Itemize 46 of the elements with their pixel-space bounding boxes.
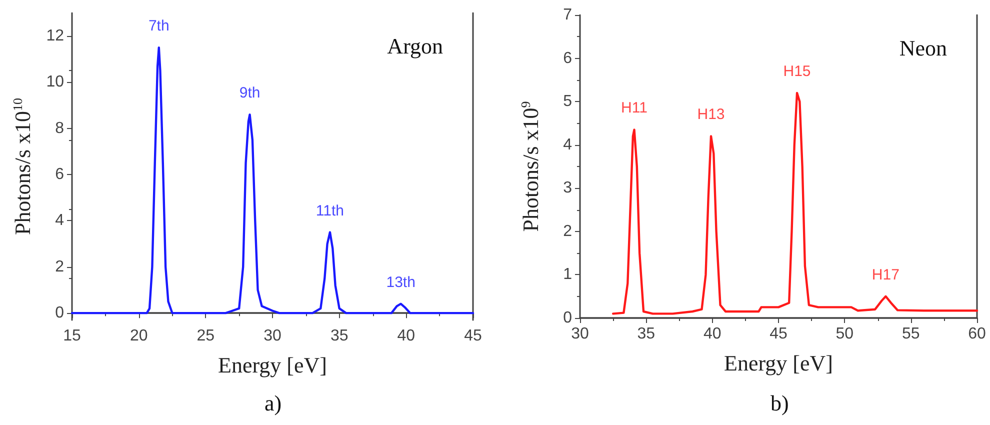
text: a) [264, 390, 282, 416]
annotation: Argon [387, 34, 444, 58]
y-tick-label: 5 [563, 93, 572, 110]
y-tick-label: 6 [563, 50, 572, 67]
x-tick-label: 30 [571, 326, 589, 342]
x-tick-label: 25 [196, 328, 215, 344]
x-tick-label: 40 [397, 328, 416, 344]
x-tick-label: 35 [330, 328, 348, 344]
y-tick-label: 3 [563, 180, 572, 197]
y-tick-label: 0 [563, 310, 572, 326]
y-tick-label: 1 [563, 266, 572, 284]
y-tick-label: 4 [55, 212, 64, 230]
x-tick-label: 35 [637, 326, 656, 342]
annotation: 13th [386, 274, 416, 291]
x-tick-label: 15 [63, 328, 81, 344]
annotation: 11th [316, 202, 344, 220]
x-axis-title: Energy [eV] [724, 350, 833, 376]
y-tick-label: 6 [55, 166, 64, 184]
x-tick-label: 20 [130, 328, 148, 344]
x-axis-title: Energy [eV] [218, 352, 327, 378]
x-tick-label: 45 [464, 328, 482, 344]
y-tick-label: 4 [563, 136, 572, 154]
y-axis-title: Photons/s x1010 [10, 98, 35, 236]
x-tick-label: 50 [836, 326, 854, 342]
y-tick-label: 2 [563, 222, 572, 240]
x-tick-label: 40 [703, 326, 722, 342]
x-tick-label: 60 [968, 326, 986, 342]
y-tick-label: 0 [55, 304, 64, 322]
annotation: H15 [783, 62, 811, 80]
y-tick-label: 10 [46, 74, 64, 91]
x-tick-label: 30 [264, 328, 282, 344]
annotation: H11 [621, 100, 648, 117]
y-tick-label: 8 [55, 120, 64, 137]
x-tick-label: 45 [770, 326, 788, 342]
y-tick-label: 12 [46, 28, 64, 45]
annotation: 9th [239, 84, 260, 102]
y-tick-label: 2 [55, 258, 64, 276]
annotation: H17 [872, 266, 900, 284]
y-tick-label: 7 [563, 6, 572, 24]
text: b) [770, 390, 789, 416]
annotation: H13 [697, 106, 725, 124]
y-axis-title: Photons/s x109 [518, 101, 543, 232]
line-series [612, 92, 978, 315]
annotation: Neon [899, 36, 948, 60]
x-tick-label: 55 [902, 326, 920, 342]
annotation: 7th [148, 18, 170, 35]
